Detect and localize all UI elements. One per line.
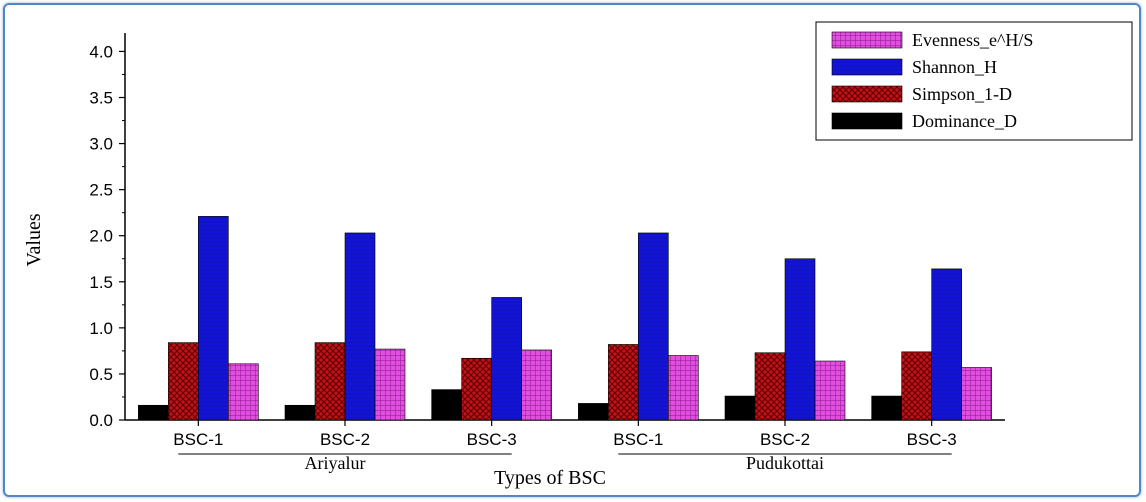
legend-label: Shannon_H (912, 57, 997, 77)
bar-evenness-e-h-s-4 (668, 355, 699, 421)
bar-evenness-e-h-s-1 (228, 363, 259, 421)
bar-simpson-1-d-4 (608, 344, 639, 421)
axes: 0.0 0.5 1.0 1.5 2.0 2.5 3.0 3.5 4.0 (89, 33, 1005, 430)
bar-evenness-e-h-s-3 (521, 349, 552, 421)
y-tick-label: 0.0 (89, 411, 113, 430)
y-tick-label: 3.0 (89, 135, 113, 154)
bar-dominance-d-6 (871, 395, 902, 421)
bar-dominance-d-1 (138, 404, 169, 421)
x-tick-label: BSC-1 (613, 430, 663, 449)
bar-evenness-e-h-s-6 (961, 367, 992, 421)
bar-simpson-1-d-3 (461, 357, 492, 421)
bar-simpson-1-d-5 (754, 352, 786, 421)
bar-dominance-d-3 (431, 389, 462, 421)
bar-dominance-d-4 (578, 403, 609, 421)
bar-shannon-h-6 (931, 268, 962, 421)
bar-dominance-d-5 (724, 395, 756, 421)
legend-swatch-dominance-d (831, 112, 903, 130)
legend-label: Dominance_D (912, 111, 1017, 131)
bar-simpson-1-d-6 (901, 351, 932, 421)
legend-swatch-simpson-1-d (831, 85, 903, 103)
bar-simpson-1-d-2 (314, 342, 346, 421)
bar-evenness-e-h-s-2 (374, 348, 406, 421)
group-label: Pudukottai (746, 453, 824, 473)
group-label: Ariyalur (305, 453, 366, 473)
x-tick-label: BSC-3 (467, 430, 517, 449)
y-axis-title: Values (23, 213, 45, 267)
legend-label: Evenness_e^H/S (912, 30, 1033, 50)
y-tick-label: 1.5 (89, 273, 113, 292)
legend-swatch-shannon-h (831, 58, 903, 76)
bar-shannon-h-2 (344, 232, 376, 421)
legend: Evenness_e^H/S Shannon_H Simpson_1-D Domina… (815, 21, 1133, 141)
bar-dominance-d-2 (284, 404, 316, 421)
y-tick-label: 3.5 (89, 89, 113, 108)
chart-frame (3, 3, 1141, 497)
bars (138, 216, 992, 421)
axis-labels: BSC-1 BSC-2 BSC-3 BSC-1 BSC-2 BSC-3 Ariyalur Pu… (23, 213, 957, 489)
y-tick-label: 4.0 (89, 42, 113, 61)
x-tick-label: BSC-3 (907, 430, 957, 449)
x-axis-title: Types of BSC (494, 467, 606, 489)
y-tick-label: 1.0 (89, 319, 113, 338)
bar-shannon-h-4 (638, 232, 669, 421)
bar-shannon-h-3 (491, 297, 522, 421)
x-tick-label: BSC-2 (320, 430, 370, 449)
bar-shannon-h-1 (198, 216, 229, 421)
legend-swatch-evenness-e-h-s (831, 31, 903, 49)
x-tick-label: BSC-1 (173, 430, 223, 449)
bar-shannon-h-5 (784, 258, 816, 421)
bar-simpson-1-d-1 (168, 342, 199, 421)
y-tick-label: 2.5 (89, 181, 113, 200)
y-tick-label: 0.5 (89, 365, 113, 384)
y-tick-label: 2.0 (89, 227, 113, 246)
bar-evenness-e-h-s-5 (814, 360, 846, 421)
x-tick-label: BSC-2 (760, 430, 810, 449)
legend-label: Simpson_1-D (912, 84, 1012, 104)
